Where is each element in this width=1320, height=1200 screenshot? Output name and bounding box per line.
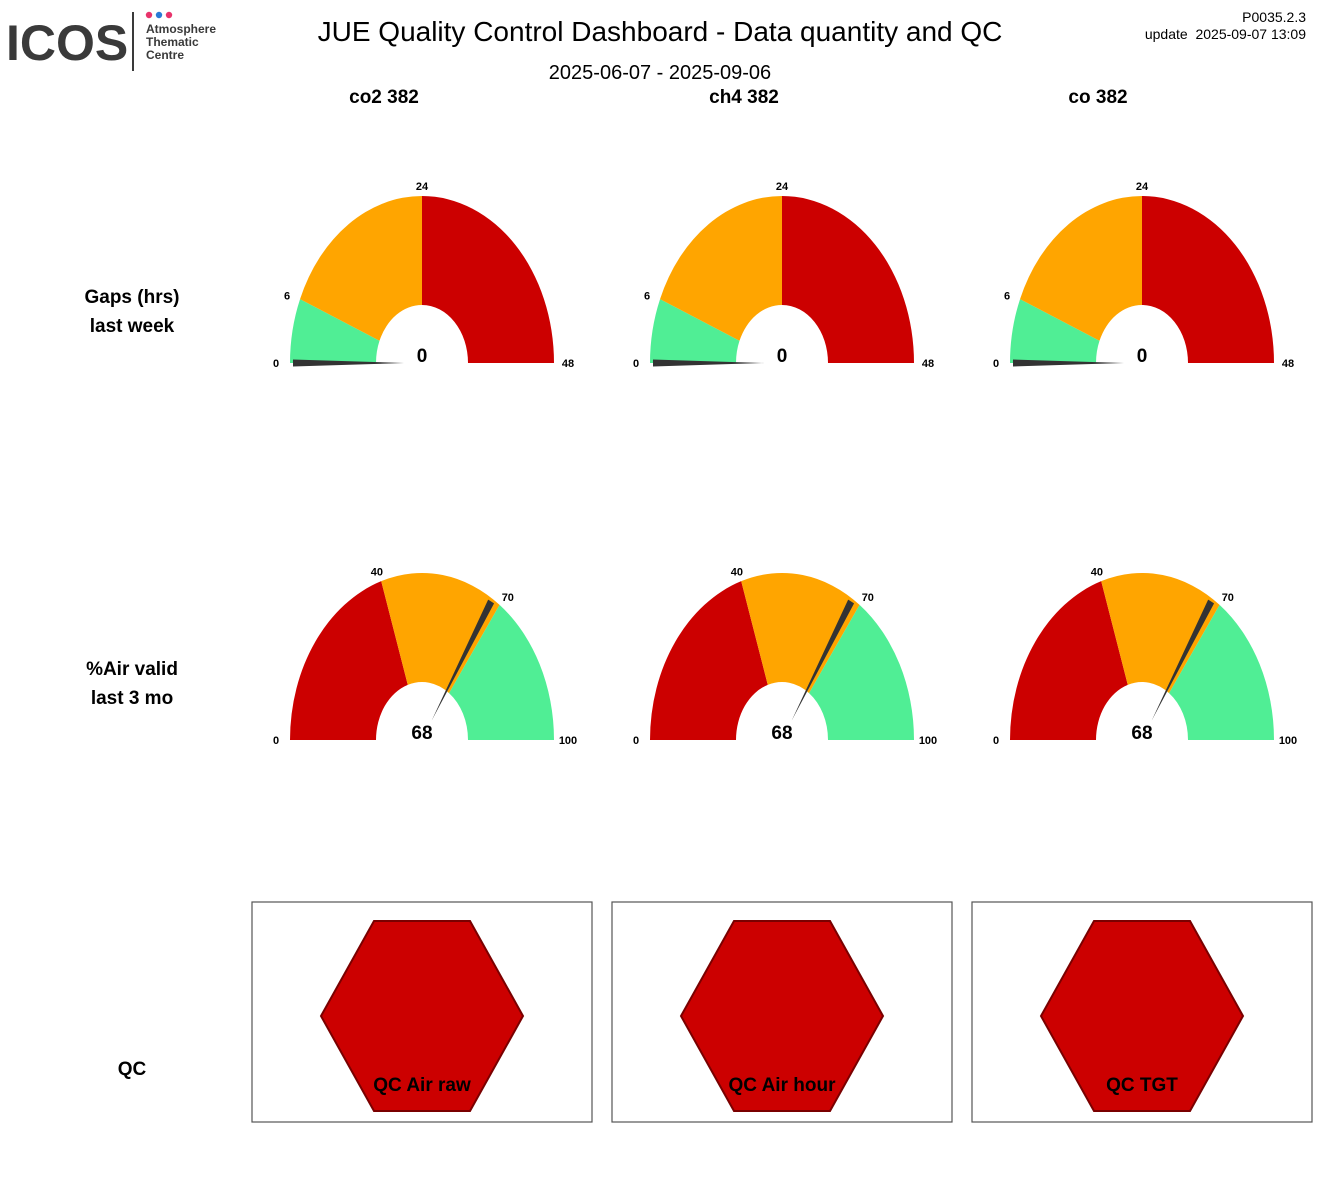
version-label: P0035.2.3 bbox=[1242, 9, 1306, 25]
gauge-air-2-value: 68 bbox=[771, 723, 792, 744]
column-header-co2: co2 382 bbox=[349, 87, 419, 108]
gauge-air-1-needle bbox=[431, 599, 495, 721]
row-label-air-line2: last 3 mo bbox=[90, 688, 174, 709]
gauge-gaps-2-band-red bbox=[782, 196, 914, 363]
row-label-qc: QC bbox=[117, 1059, 147, 1080]
gauge-gaps-3-band-red bbox=[1142, 196, 1274, 363]
row-label-gaps-line2: last week bbox=[89, 316, 175, 337]
gauge-air-3-band-red bbox=[1010, 581, 1128, 740]
gauge-gaps-1-band-red bbox=[422, 196, 554, 363]
gauge-air-2-tick-label: 0 bbox=[633, 735, 639, 747]
gauge-air-2-band-green bbox=[809, 604, 914, 740]
gauge-air-1-band-green bbox=[449, 604, 554, 740]
gauge-gaps-3-tick-label: 0 bbox=[993, 358, 999, 370]
logo-line-3: Centre bbox=[146, 48, 184, 62]
gauge-air-1-tick-label: 100 bbox=[559, 735, 577, 747]
column-header-ch4: ch4 382 bbox=[709, 87, 779, 108]
gauge-air-3-tick-label: 100 bbox=[1279, 735, 1297, 747]
qc-status-hexagon bbox=[319, 920, 525, 1112]
qc-panel-3: QC TGT bbox=[971, 901, 1313, 1123]
qc-panel-2: QC Air hour bbox=[611, 901, 953, 1123]
gauge-air-1-band-orange bbox=[381, 573, 500, 694]
gauge-gaps-2-band-green bbox=[650, 299, 740, 363]
logo-dot-2 bbox=[155, 11, 163, 19]
gauge-gaps-1: 0 6 24 48 0 bbox=[273, 181, 574, 370]
qc-status-label: QC Air raw bbox=[373, 1075, 471, 1096]
gauge-gaps-3-band-green bbox=[1010, 299, 1100, 363]
gauge-air-2-band-orange bbox=[741, 573, 860, 694]
gauge-air-3-band-green bbox=[1169, 604, 1274, 740]
gauge-gaps-1-band-orange bbox=[300, 196, 422, 341]
gauge-air-3-tick-label: 0 bbox=[993, 735, 999, 747]
gauge-air-3: 0 40 70 100 68 bbox=[993, 567, 1297, 747]
gauge-air-1-value: 68 bbox=[411, 723, 432, 744]
gauge-gaps-1-needle bbox=[293, 359, 404, 367]
gauge-gaps-2-tick-label: 6 bbox=[644, 290, 650, 302]
gauge-gaps-2-tick-label: 0 bbox=[633, 358, 639, 370]
gauge-air-2-tick-label: 70 bbox=[862, 592, 874, 604]
logo-dot-3 bbox=[165, 11, 173, 19]
gauge-gaps-1-value: 0 bbox=[417, 346, 428, 367]
logo-line-2: Thematic bbox=[146, 35, 199, 49]
gauge-air-1-tick-label: 0 bbox=[273, 735, 279, 747]
gauge-gaps-1-band-green bbox=[290, 299, 380, 363]
gauge-air-1-tick-label: 40 bbox=[371, 567, 383, 579]
gauge-gaps-3-tick-label: 6 bbox=[1004, 290, 1010, 302]
update-timestamp: update 2025-09-07 13:09 bbox=[1144, 26, 1306, 42]
gauge-gaps-3-value: 0 bbox=[1137, 346, 1148, 367]
qc-panel-1: QC Air raw bbox=[251, 901, 593, 1123]
gauge-air-3-needle bbox=[1151, 599, 1215, 721]
gauge-air-2-tick-label: 100 bbox=[919, 735, 937, 747]
column-header-co: co 382 bbox=[1068, 87, 1128, 108]
row-label-air: %Air valid last 3 mo bbox=[32, 655, 232, 713]
qc-status-hexagon bbox=[679, 920, 885, 1112]
date-range: 2025-06-07 - 2025-09-06 bbox=[548, 62, 772, 84]
gauge-air-3-value: 68 bbox=[1131, 723, 1152, 744]
gauge-air-1: 0 40 70 100 68 bbox=[273, 567, 577, 747]
logo-line-1: Atmosphere bbox=[146, 22, 216, 36]
gauge-gaps-1-tick-label: 24 bbox=[416, 181, 429, 193]
gauge-air-2: 0 40 70 100 68 bbox=[633, 567, 937, 747]
gauge-gaps-3: 0 6 24 48 0 bbox=[993, 181, 1294, 370]
logo-dot-1 bbox=[145, 11, 153, 19]
logo-wordmark: ICOS bbox=[6, 15, 128, 71]
gauge-gaps-3-tick-label: 24 bbox=[1136, 181, 1149, 193]
gauge-gaps-3-tick-label: 48 bbox=[1282, 358, 1294, 370]
icos-logo: ICOS Atmosphere Thematic Centre bbox=[6, 11, 216, 71]
gauge-gaps-2-tick-label: 48 bbox=[922, 358, 934, 370]
gauge-gaps-3-needle bbox=[1013, 359, 1124, 367]
page-title: JUE Quality Control Dashboard - Data qua… bbox=[317, 16, 1003, 47]
gauge-gaps-2: 0 6 24 48 0 bbox=[633, 181, 934, 370]
gauge-gaps-2-value: 0 bbox=[777, 346, 788, 367]
row-label-air-line1: %Air valid bbox=[86, 659, 178, 680]
gauge-air-1-band-red bbox=[290, 581, 408, 740]
gauge-gaps-1-tick-label: 48 bbox=[562, 358, 574, 370]
gauge-air-1-tick-label: 70 bbox=[502, 592, 514, 604]
gauge-air-2-tick-label: 40 bbox=[731, 567, 743, 579]
gauge-gaps-2-band-orange bbox=[660, 196, 782, 341]
gauge-air-3-tick-label: 70 bbox=[1222, 592, 1234, 604]
row-label-gaps: Gaps (hrs) last week bbox=[32, 283, 232, 341]
gauge-gaps-1-tick-label: 6 bbox=[284, 290, 290, 302]
gauge-gaps-3-band-orange bbox=[1020, 196, 1142, 341]
gauge-air-2-needle bbox=[791, 599, 855, 721]
gauge-air-3-band-orange bbox=[1101, 573, 1220, 694]
qc-status-label: QC Air hour bbox=[729, 1075, 837, 1096]
gauge-air-3-tick-label: 40 bbox=[1091, 567, 1103, 579]
gauge-gaps-2-tick-label: 24 bbox=[776, 181, 789, 193]
gauge-gaps-2-needle bbox=[653, 359, 764, 367]
row-label-gaps-line1: Gaps (hrs) bbox=[84, 287, 180, 308]
gauge-gaps-1-tick-label: 0 bbox=[273, 358, 279, 370]
qc-status-hexagon bbox=[1039, 920, 1245, 1112]
gauge-air-2-band-red bbox=[650, 581, 768, 740]
qc-status-label: QC TGT bbox=[1106, 1075, 1178, 1096]
